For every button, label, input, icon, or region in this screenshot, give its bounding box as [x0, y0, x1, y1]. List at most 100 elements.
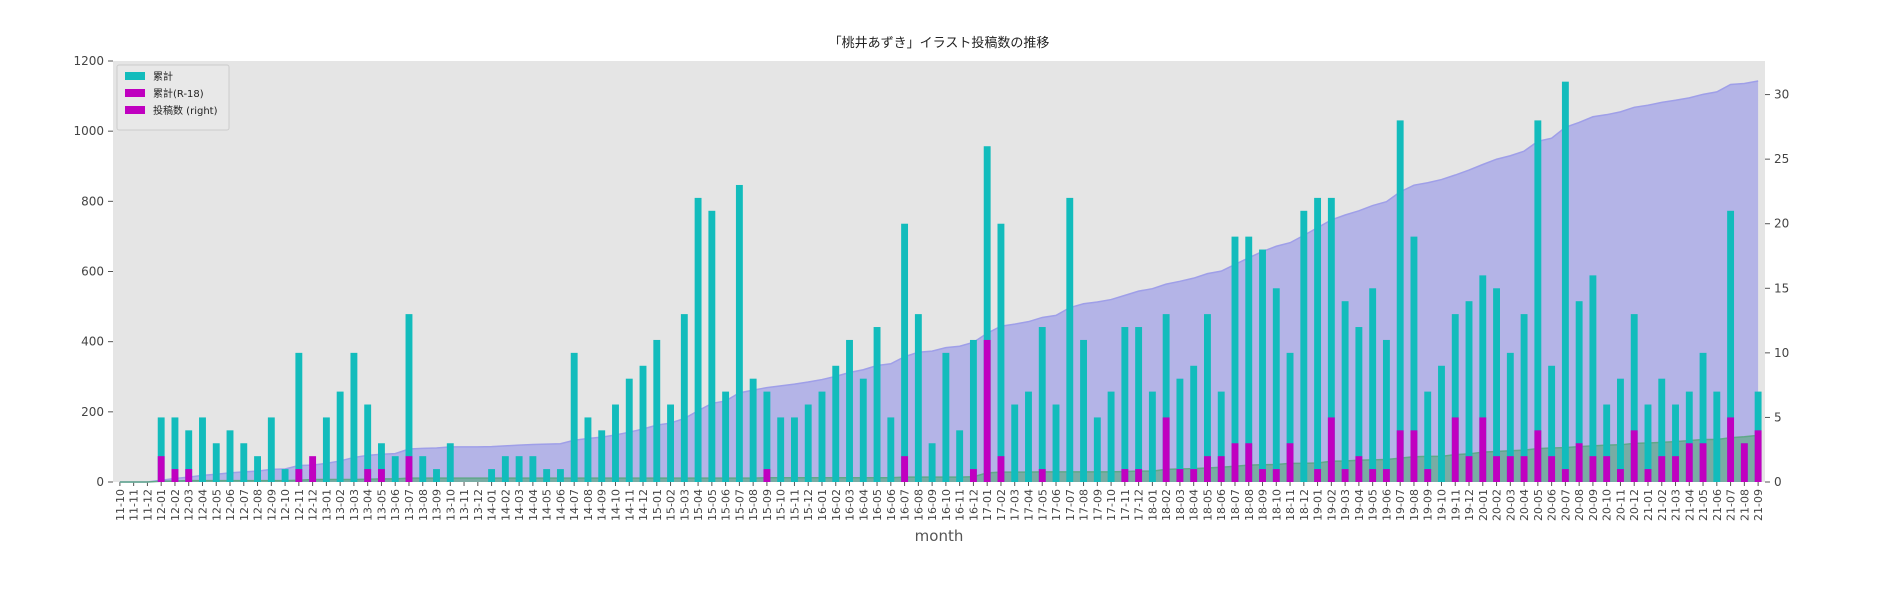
x-tick-label: 17-06 — [1050, 489, 1063, 521]
bar — [1148, 391, 1156, 482]
bar — [1314, 469, 1322, 482]
bar — [749, 378, 757, 482]
bar — [1025, 391, 1032, 482]
x-tick-label: 13-02 — [334, 489, 347, 521]
bar — [226, 430, 234, 482]
x-tick-label: 14-11 — [623, 489, 636, 521]
x-tick-label: 14-08 — [582, 489, 595, 521]
bar — [419, 456, 427, 482]
bar — [969, 339, 977, 482]
x-tick-label: 15-04 — [692, 489, 705, 521]
x-tick-label: 15-02 — [665, 489, 678, 521]
bar — [1135, 327, 1143, 482]
x-tick-label: 14-01 — [486, 489, 499, 521]
bar — [171, 469, 179, 482]
bar — [1658, 456, 1666, 482]
x-tick-label: 15-01 — [651, 489, 664, 521]
x-tick-label: 17-07 — [1064, 489, 1077, 521]
x-tick-label: 11-12 — [141, 489, 154, 521]
legend-label: 投稿数 (right) — [153, 104, 218, 117]
x-tick-label: 15-09 — [761, 489, 774, 521]
x-tick-label: 12-05 — [210, 489, 223, 521]
bar — [1699, 352, 1707, 482]
x-tick-label: 19-01 — [1312, 489, 1325, 521]
bar — [1424, 469, 1432, 482]
bar — [983, 146, 991, 482]
bar — [1658, 378, 1666, 482]
bar — [735, 184, 743, 482]
bar — [322, 417, 330, 482]
bar — [1121, 327, 1129, 482]
bar — [1204, 314, 1211, 482]
x-tick-label: 15-12 — [802, 489, 815, 521]
bar — [846, 339, 853, 482]
bar — [1520, 314, 1528, 482]
x-tick-label: 16-05 — [871, 489, 884, 521]
bar — [1176, 469, 1184, 482]
x-tick-label: 12-09 — [265, 489, 278, 521]
x-tick-label: 19-09 — [1422, 489, 1435, 521]
bar — [887, 417, 895, 482]
x-tick-label: 20-01 — [1477, 489, 1490, 521]
bar — [1217, 391, 1225, 482]
bar — [295, 352, 303, 482]
bar — [1162, 417, 1170, 482]
area-line — [119, 80, 1759, 483]
x-tick-label: 21-03 — [1670, 489, 1683, 521]
x-tick-label: 20-08 — [1573, 489, 1586, 521]
bar — [969, 469, 977, 482]
legend-label: 累計 — [153, 70, 173, 83]
bar — [515, 456, 523, 482]
x-tick-label: 15-03 — [678, 489, 691, 521]
x-tick-label: 18-09 — [1257, 489, 1270, 521]
x-tick-label: 18-05 — [1201, 489, 1214, 521]
bar — [1259, 469, 1266, 482]
x-tick-label: 19-03 — [1339, 489, 1352, 521]
x-tick-label: 13-07 — [403, 489, 416, 521]
x-tick-label: 18-01 — [1146, 489, 1159, 521]
bar — [336, 391, 344, 482]
bar — [1080, 339, 1087, 482]
x-tick-label: 18-12 — [1298, 489, 1311, 521]
x-tick-label: 16-03 — [844, 489, 857, 521]
bar — [1038, 327, 1046, 482]
bar — [364, 404, 372, 482]
y-tick-label: 800 — [81, 194, 104, 208]
x-tick-label: 16-02 — [830, 489, 843, 521]
bar — [1231, 443, 1239, 482]
bar — [267, 417, 275, 482]
x-tick-label: 21-09 — [1752, 489, 1765, 521]
bar — [501, 456, 509, 482]
bar — [1382, 339, 1390, 482]
x-tick-label: 19-06 — [1380, 489, 1393, 521]
bar — [157, 456, 165, 482]
x-tick-label: 15-10 — [775, 489, 788, 521]
legend-swatch — [125, 106, 145, 114]
x-tick-label: 18-02 — [1160, 489, 1173, 521]
x-tick-label: 17-04 — [1022, 489, 1035, 521]
bar — [405, 456, 413, 482]
bar — [556, 469, 564, 482]
x-tick-label: 13-11 — [458, 489, 471, 521]
x-tick-label: 16-07 — [899, 489, 912, 521]
bar — [254, 456, 261, 482]
bar — [873, 327, 881, 482]
x-tick-label: 12-11 — [293, 489, 306, 521]
bar — [667, 404, 674, 482]
x-tick-label: 20-06 — [1546, 489, 1559, 521]
x-tick-label: 15-06 — [720, 489, 733, 521]
bar — [1204, 456, 1211, 482]
x-tick-label: 13-12 — [472, 489, 485, 521]
x-tick-label: 18-07 — [1229, 489, 1242, 521]
y2-tick-label: 10 — [1774, 346, 1789, 360]
bar — [777, 417, 785, 482]
bar — [901, 223, 909, 483]
bar — [1520, 456, 1528, 482]
x-tick-label: 18-11 — [1284, 489, 1297, 521]
bar — [1630, 314, 1638, 482]
x-tick-label: 17-02 — [995, 489, 1008, 521]
bar — [1451, 417, 1459, 482]
bar — [1341, 301, 1349, 482]
x-axis-label: month — [915, 527, 964, 545]
bar — [832, 365, 840, 482]
